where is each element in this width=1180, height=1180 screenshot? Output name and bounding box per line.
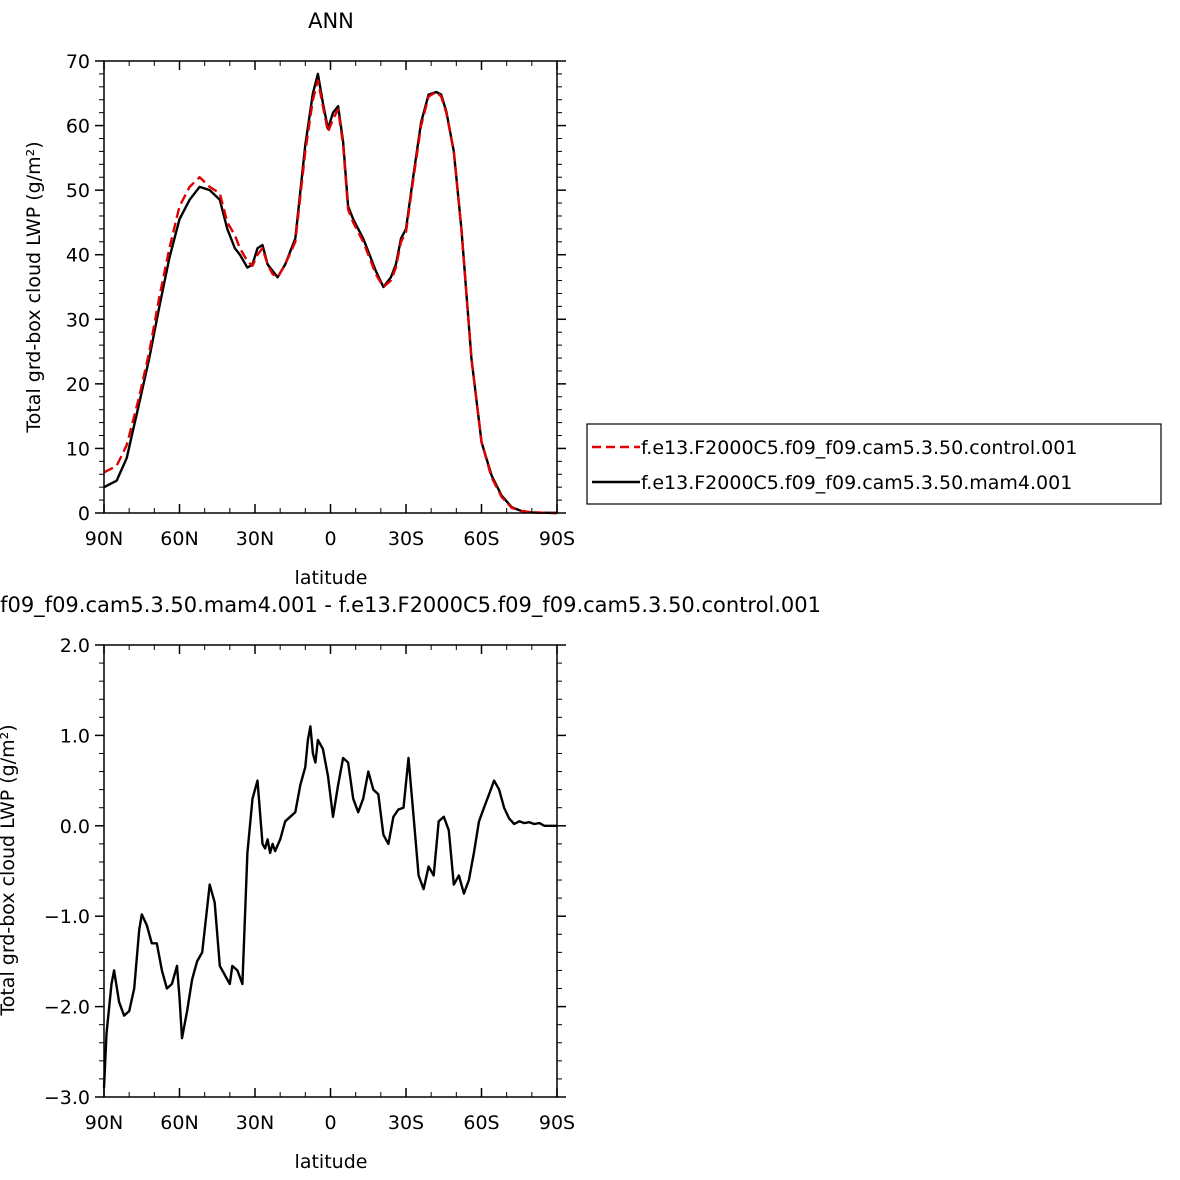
top-x-tick-label: 90N	[85, 528, 123, 550]
top-y-tick-label: 0	[78, 503, 90, 525]
top-series-lines	[103, 72, 558, 515]
top-x-axis-title: latitude	[295, 567, 368, 589]
bottom-axes: 90N 60N 30N 0 30S 60S 90S −3.0 −2.0 −1.0 0.0 1.0 2.0	[44, 635, 575, 1134]
bottom-panel: f.e13.F2000C5.f09_f09.cam5.3.50.mam4.001…	[0, 593, 821, 1173]
bottom-y-tick-label: −3.0	[44, 1087, 90, 1109]
bottom-x-tick-label: 30N	[236, 1112, 274, 1134]
top-y-tick-label: 50	[66, 180, 90, 202]
top-y-tick-label: 20	[66, 374, 90, 396]
legend-label-mam4: f.e13.F2000C5.f09_f09.cam5.3.50.mam4.001	[641, 472, 1072, 494]
bottom-y-axis-title: Total grd-box cloud LWP (g/m²)	[0, 724, 19, 1016]
top-y-tick-label: 10	[66, 438, 90, 460]
top-axes: 90N 60N 30N 0 30S 60S 90S 0 10 20 30 40 50 60 70	[66, 51, 575, 550]
top-x-tick-label: 0	[324, 528, 336, 550]
bottom-x-tick-label: 0	[324, 1112, 336, 1134]
bottom-x-tick-label: 60S	[463, 1112, 499, 1134]
top-y-tick-label: 60	[66, 116, 90, 138]
bottom-plot-title: f.e13.F2000C5.f09_f09.cam5.3.50.mam4.001…	[0, 593, 821, 618]
bottom-x-tick-label: 90S	[539, 1112, 575, 1134]
top-y-axis-title: Total grd-box cloud LWP (g/m²)	[23, 141, 45, 433]
top-plot-title: ANN	[308, 9, 354, 33]
legend: f.e13.F2000C5.f09_f09.cam5.3.50.control.…	[586, 423, 1162, 505]
bottom-series-lines	[102, 725, 557, 1089]
bottom-y-tick-label: −1.0	[44, 906, 90, 928]
bottom-y-tick-label: −2.0	[44, 997, 90, 1019]
top-y-tick-label: 30	[66, 309, 90, 331]
top-y-tick-label: 70	[66, 51, 90, 73]
legend-box	[586, 423, 1162, 505]
bottom-x-tick-label: 90N	[85, 1112, 123, 1134]
bottom-y-tick-label: 2.0	[60, 635, 90, 657]
top-plot-frame	[103, 60, 558, 514]
top-x-tick-label: 60N	[160, 528, 198, 550]
bottom-x-tick-label: 30S	[388, 1112, 424, 1134]
top-x-tick-label: 90S	[539, 528, 575, 550]
top-y-tick-label: 40	[66, 245, 90, 267]
top-x-tick-label: 30N	[236, 528, 274, 550]
top-x-tick-label: 30S	[388, 528, 424, 550]
top-x-tick-label: 60S	[463, 528, 499, 550]
top-series-line-0	[103, 79, 558, 515]
legend-label-control: f.e13.F2000C5.f09_f09.cam5.3.50.control.…	[641, 437, 1077, 459]
top-series-line-1	[103, 72, 558, 515]
top-panel: ANN 90N 60N 30N 0 30S 60S 90S 0 10 20 30 40 50 60 70 l…	[23, 9, 575, 589]
bottom-series-line-0	[102, 725, 557, 1089]
bottom-x-axis-title: latitude	[295, 1151, 368, 1173]
bottom-y-tick-label: 0.0	[60, 816, 90, 838]
bottom-plot-frame	[103, 644, 558, 1098]
bottom-y-tick-label: 1.0	[60, 725, 90, 747]
bottom-x-tick-label: 60N	[160, 1112, 198, 1134]
